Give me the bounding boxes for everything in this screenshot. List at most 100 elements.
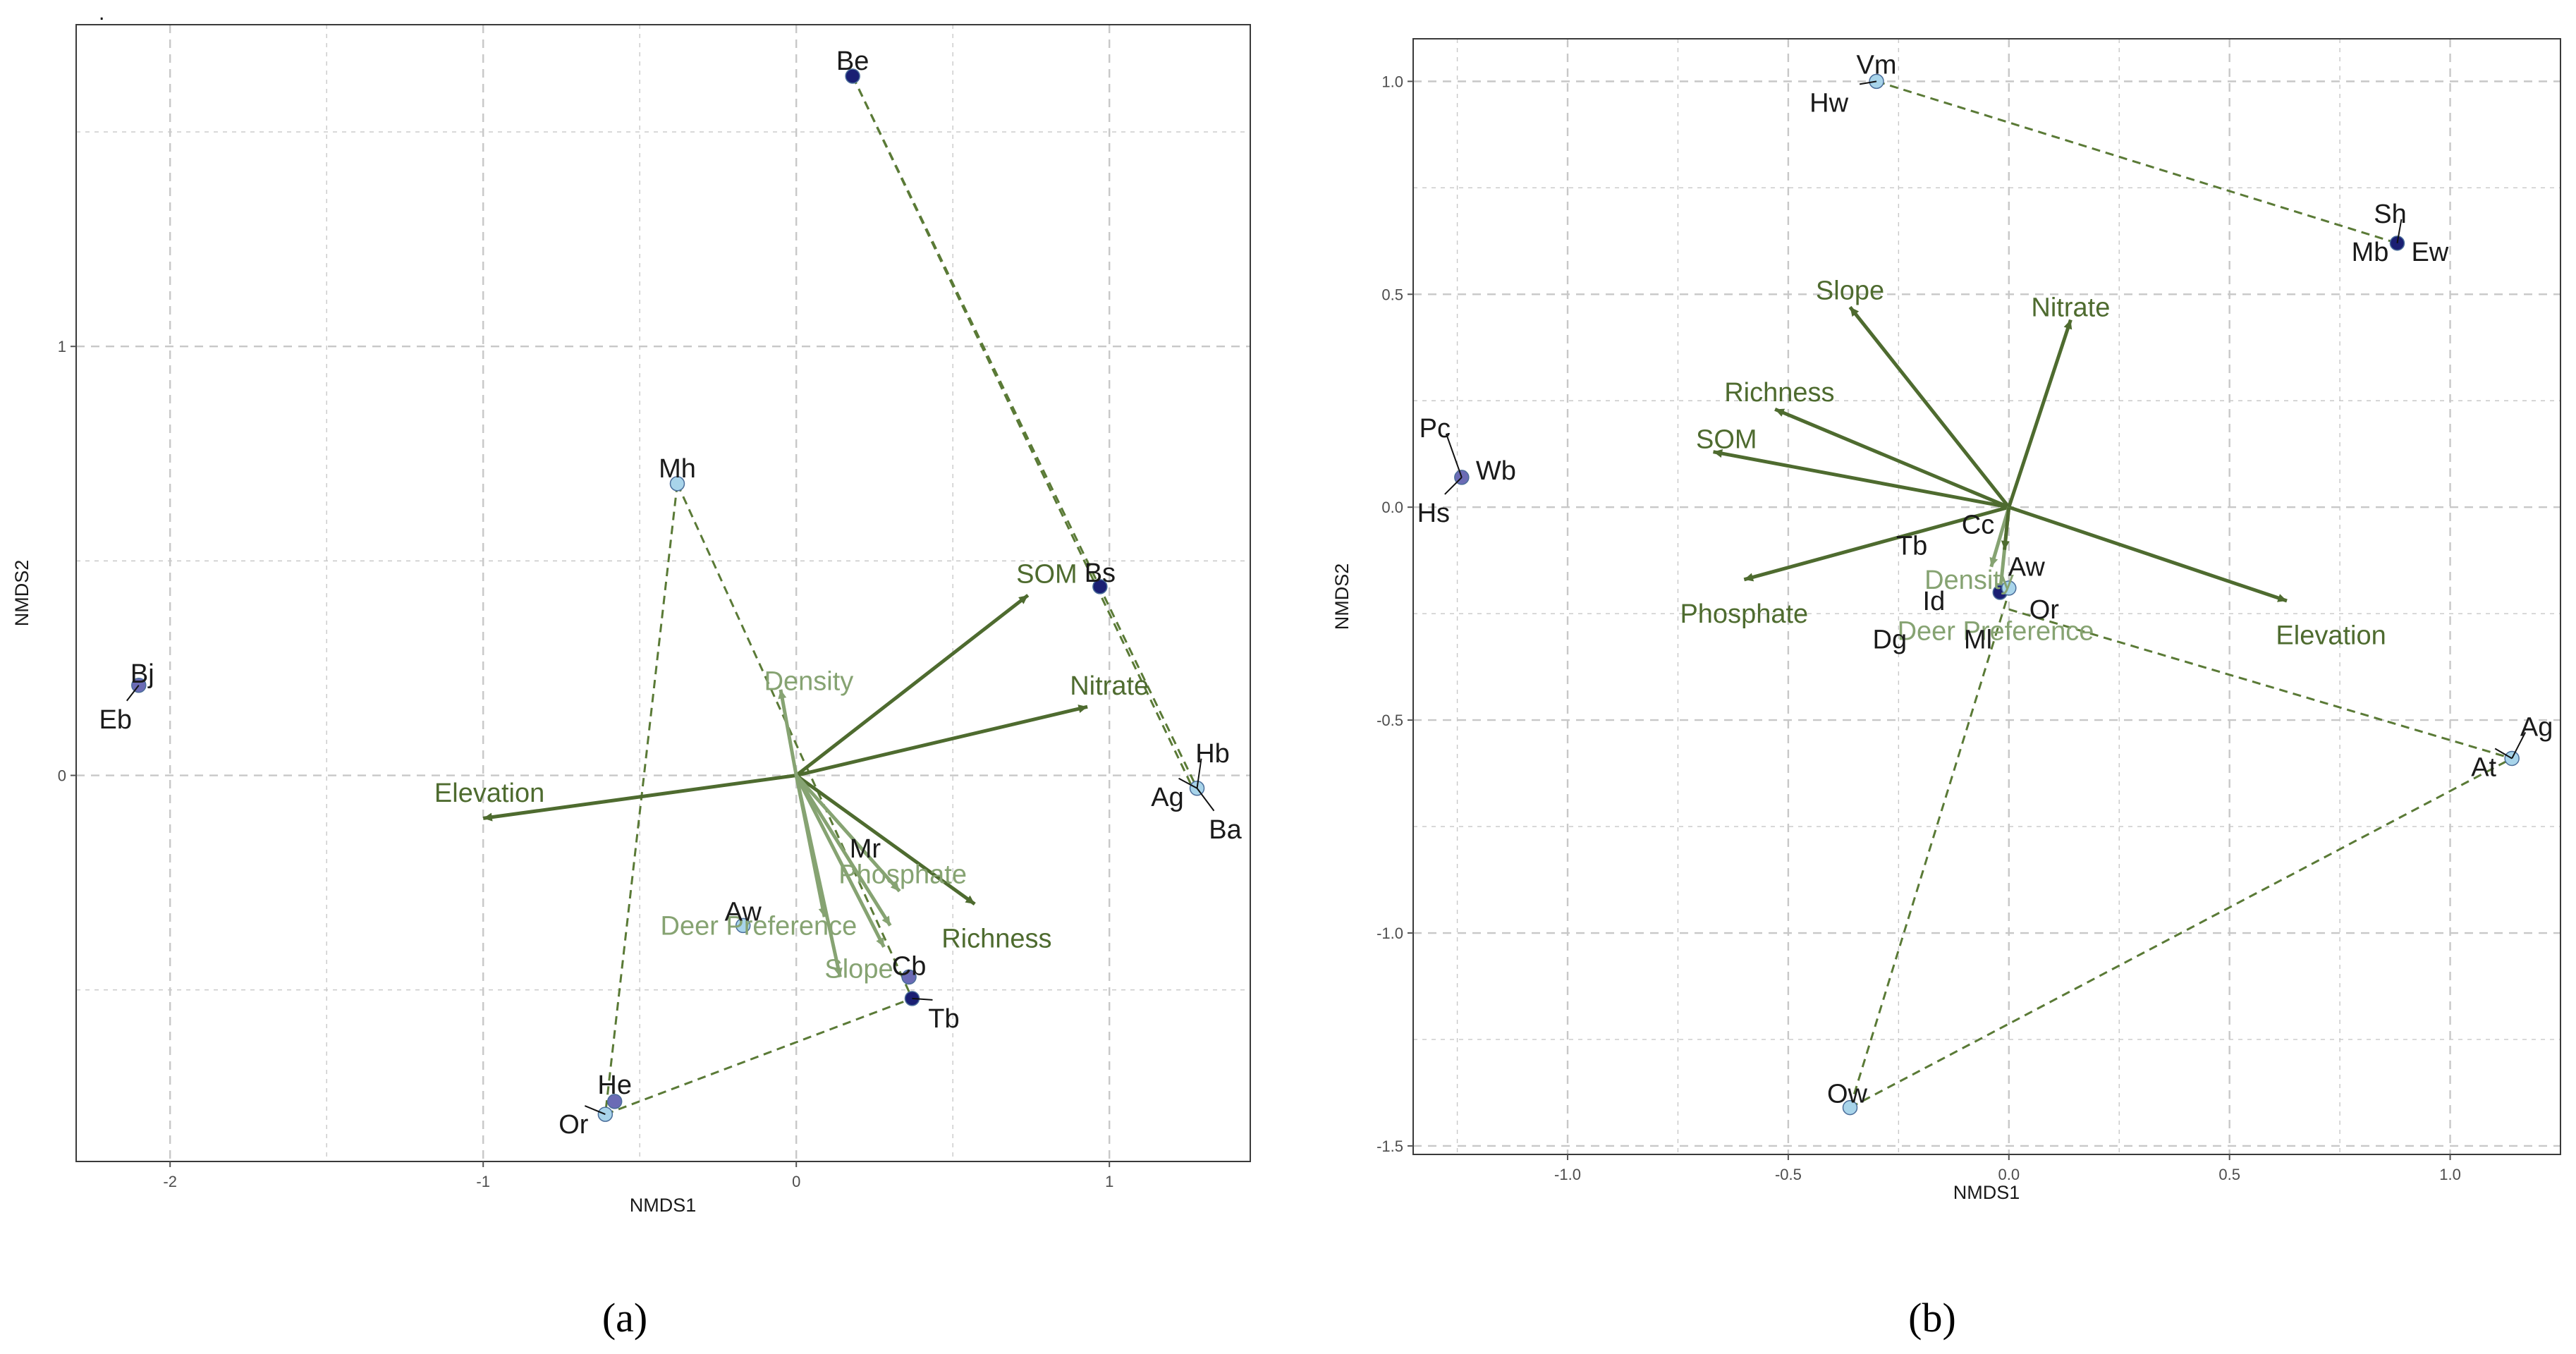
x-tick-label: 1 [1105,1173,1113,1190]
site-point [901,969,917,985]
y-tick-label: 1 [58,338,66,355]
x-tick-label: -2 [163,1173,177,1190]
site-point [845,68,860,84]
connection-path [1876,80,2398,245]
arrowhead [881,915,891,926]
point-label: Hw [1809,88,1848,118]
vector-label: Density [764,667,854,697]
vector-label: Slope [1816,276,1884,305]
label-leader-line [584,1105,606,1116]
point-label: Mb [2352,238,2389,267]
point-label: Ag [2520,712,2553,742]
point-labels-b: Vm Hw Sh Mb Ew Pc Wb Hs Ag At Ow Cc Tb Aw Id Or Dg Ml [1417,50,2553,1109]
plot-frame-b [1412,38,2561,1155]
arrowhead [2277,594,2288,602]
vector-labels-b: Slope Nitrate Richness SOM Phosphate Elevatio… [1680,276,2386,650]
y-tick-label: 0 [58,767,66,785]
point-label: Pc [1420,414,1451,444]
axis-ticks-a: -2 -1 0 1 0 1 [58,338,1114,1190]
label-leader-line [2511,731,2527,759]
vector-arrow-richness [1774,408,2010,509]
vector-arrow-elevation [2008,505,2288,603]
site-point [735,917,751,934]
plot-frame-a [75,24,1251,1162]
vector-label: Richness [1724,378,1834,408]
point-label: Sh [2374,200,2406,229]
vector-label: Elevation [434,779,544,808]
vectors-a [482,594,1088,977]
point-label: Dg [1873,625,1907,654]
panel-label-a: (a) [602,1295,647,1341]
connection-path [604,483,678,1115]
point-label: Eb [99,705,132,735]
point-label: Ew [2411,238,2448,267]
points-a [131,68,1205,1122]
x-tick-label: -1.0 [1554,1166,1581,1183]
arrowhead [965,895,975,905]
label-leader-line [2396,219,2403,244]
y-axis-title-a: NMDS2 [11,560,32,627]
y-tick-label: -1.5 [1376,1138,1403,1155]
arrowhead [2063,319,2073,330]
vector-arrow-deer-preference [794,774,886,948]
label-leader-line [1444,477,1463,495]
label-leader-line [1196,758,1202,788]
y-tick-label: -0.5 [1376,712,1403,729]
x-axis-title-a: NMDS1 [630,1195,697,1216]
point-label: Tb [928,1004,959,1034]
y-tick-label: -1.0 [1376,925,1403,942]
vector-label: Nitrate [1070,671,1149,701]
vector-arrow [795,774,892,927]
vectors-b [1713,305,2288,603]
vector-label: Density [1924,566,2014,595]
arrowhead [778,689,787,700]
arrowhead [1713,449,1723,458]
point-label: At [2471,752,2496,782]
x-tick-label: -1 [476,1173,490,1190]
arrowhead [2001,540,2010,550]
point-label: Ag [1151,783,1183,812]
point-label: Bj [130,659,154,689]
point-label: Aw [725,897,762,927]
vector-arrow-richness [795,774,976,906]
y-tick-label: 1.0 [1381,73,1403,90]
vector-label: Deer Preference [1898,616,2094,646]
point-label: Mh [659,454,696,484]
arrowhead [818,907,827,917]
point-label: Vm [1857,50,1897,80]
point-label: Tb [1896,532,1927,561]
label-leader-line [1445,433,1463,478]
vector-arrow-som [1713,450,2010,509]
y-tick-label: 0.5 [1381,286,1403,303]
vector-label: Richness [941,925,1051,954]
point-label: Be [836,47,869,76]
point-label: Cb [892,951,927,981]
arrowhead [1989,556,1998,567]
vector-arrow-slope [1848,305,2010,508]
site-point [606,1094,623,1109]
y-axis-title-b: NMDS2 [1331,563,1353,630]
grid-a [76,25,1250,1161]
vector-arrow [794,775,826,917]
arrowhead [1078,705,1088,714]
vector-labels-a: SOM Nitrate Elevation Richness Density Phosph… [434,560,1149,984]
point-label: Hb [1195,739,1230,769]
x-tick-label: 0 [792,1173,800,1190]
vector-arrow-density [779,689,798,776]
x-tick-label: 0.0 [1998,1166,2020,1183]
paths-b [1849,80,2513,1109]
site-point [1842,1099,1858,1116]
vector-label: Phosphate [1680,599,1808,629]
arrowhead [483,812,493,822]
panel-b: Slope Nitrate Richness SOM Phosphate Elevatio… [1331,38,2561,1341]
label-leader-line [1196,788,1215,812]
panel-a: SOM Nitrate Elevation Richness Density Phosph… [11,24,1251,1341]
point-label: Hs [1417,499,1450,528]
vector-arrow-nitrate [2007,319,2073,508]
grid-b [1413,39,2561,1154]
label-leader-line [912,997,933,1001]
x-axis-title-b: NMDS1 [1953,1182,2020,1203]
connection-path [851,75,1192,785]
label-leader-line [1178,777,1197,789]
arrowhead [1850,307,1860,317]
